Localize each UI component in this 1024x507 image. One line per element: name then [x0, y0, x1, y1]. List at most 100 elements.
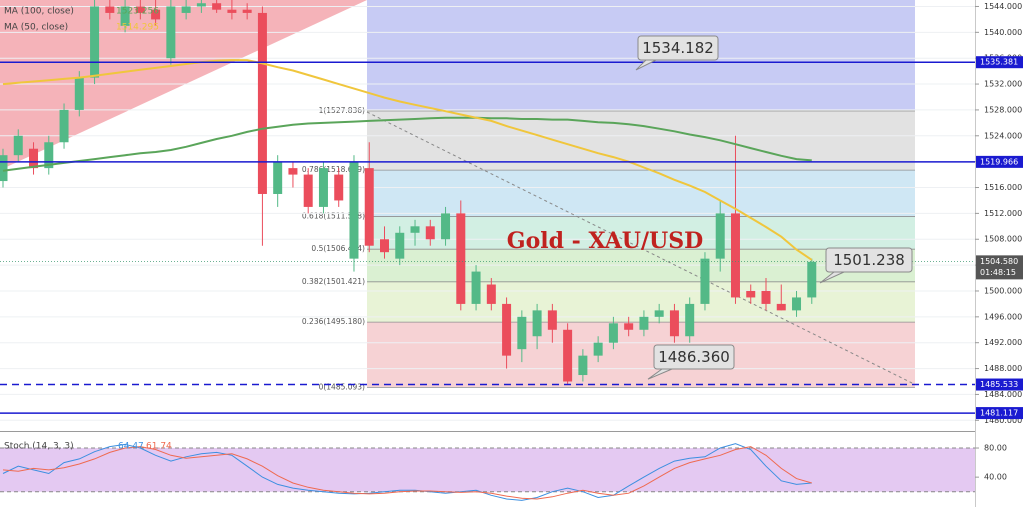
- fib-label: 0.786(1518.689): [302, 165, 365, 174]
- candle-body: [135, 6, 145, 13]
- candle-body: [44, 142, 54, 169]
- candle-body: [227, 9, 237, 13]
- candle-body: [13, 135, 23, 156]
- candle-body: [730, 213, 740, 298]
- y-tick-label: 1480.000: [984, 416, 1022, 425]
- callout-pointer: [635, 59, 657, 71]
- legend-name: MA (50, close): [4, 23, 68, 33]
- candle-body: [715, 213, 725, 259]
- fib-label: 0.618(1511.508): [302, 212, 365, 221]
- level-tag: [976, 155, 1023, 168]
- y-tick-label: 1484.000: [984, 390, 1022, 399]
- last-price-tag: [976, 255, 1023, 280]
- level-tag: [976, 56, 1023, 69]
- candle-body: [502, 303, 512, 356]
- candle-body: [90, 6, 100, 78]
- candle-body: [334, 174, 344, 201]
- y-tick-label: 1500.000: [984, 286, 1022, 295]
- callout-pointer: [647, 368, 673, 380]
- candle-body: [273, 161, 283, 194]
- fib-band: [367, 281, 915, 323]
- candle-body: [151, 9, 161, 20]
- candle-body: [349, 161, 359, 259]
- candle-body: [364, 168, 374, 246]
- y-tick-label: 1512.000: [984, 209, 1022, 218]
- candle-body: [792, 297, 802, 311]
- fib-label: 0.382(1501.421): [302, 277, 365, 286]
- candle-body: [532, 310, 542, 337]
- candle-body: [685, 303, 695, 337]
- y-tick-label: 40.00: [984, 473, 1007, 482]
- callout-box: [653, 344, 735, 370]
- y-tick-label: 1532.000: [984, 80, 1022, 89]
- candle-body: [74, 77, 84, 110]
- level-tag-label: 1535.381: [980, 58, 1018, 67]
- y-tick-label: 1508.000: [984, 235, 1022, 244]
- candle-body: [593, 342, 603, 356]
- level-tag: [976, 378, 1023, 391]
- candle-body: [59, 109, 69, 143]
- fib-label: 1(1527.836): [319, 106, 365, 115]
- candle-body: [776, 303, 786, 311]
- last-price-label: 1504.580: [980, 257, 1018, 266]
- y-tick-label: 1524.000: [984, 131, 1022, 140]
- y-tick-label: 80.00: [984, 444, 1007, 453]
- legend-value: 1514.295: [116, 23, 159, 33]
- legend: MA (100, close) 1523.256 MA (50, close) 151…: [4, 7, 172, 452]
- candle-body: [105, 6, 115, 13]
- candle-body: [410, 226, 420, 233]
- candle-body: [654, 310, 664, 317]
- axis-background: [975, 0, 1024, 507]
- candle-body: [181, 6, 191, 13]
- fib-band: [367, 322, 915, 388]
- candle-body: [380, 239, 389, 253]
- ma-layer: [2, 59, 813, 261]
- candle-body: [456, 213, 466, 304]
- candle-body: [212, 3, 222, 10]
- candle-body: [608, 323, 618, 343]
- ma-line: [2, 59, 813, 261]
- price-axis: 1480.000 1484.000 1488.000 1492.000 1496.000…: [975, 0, 1024, 507]
- callout-label: 1501.238: [833, 251, 905, 269]
- y-tick-label: 1488.000: [984, 364, 1022, 373]
- stoch-title: Stoch (14, 3, 3): [4, 442, 74, 452]
- fib-label: 0.236(1495.180): [302, 317, 365, 326]
- candle-body: [700, 258, 710, 304]
- candle-body: [242, 9, 252, 13]
- candle-body: [425, 226, 435, 240]
- level-tag-label: 1481.117: [980, 409, 1018, 418]
- candle-body: [624, 323, 634, 330]
- fib-band: [367, 170, 915, 217]
- fib-label: 0(1485.093): [319, 382, 365, 391]
- candle-body: [578, 355, 588, 376]
- legend-value: 1523.256: [116, 7, 159, 17]
- level-tag: [976, 407, 1023, 420]
- y-tick-label: 1516.000: [984, 183, 1022, 192]
- ma-line: [2, 116, 812, 172]
- candle-body: [196, 3, 206, 7]
- candle-body: [471, 271, 481, 304]
- stoch-legend-value: 61.74: [146, 442, 172, 452]
- fibonacci-layer: 1(1527.836) 0.786(1518.689) 0.618(1511.508…: [302, 0, 915, 391]
- chart-title: Gold - XAU/USD: [507, 228, 703, 254]
- candle-body: [517, 316, 527, 350]
- stoch-line: [2, 446, 812, 500]
- fib-band: [367, 110, 915, 171]
- candle-body: [120, 6, 130, 26]
- level-tag-label: 1485.533: [980, 380, 1018, 389]
- stoch-legend-value: 64.47: [118, 442, 144, 452]
- candle-body: [486, 284, 496, 304]
- callout-label: 1534.182: [642, 39, 714, 57]
- candle-body: [746, 290, 756, 298]
- level-layer: [0, 61, 975, 414]
- stoch-band: [0, 448, 975, 492]
- stoch-layer: [0, 431, 1024, 501]
- candle-body: [395, 232, 405, 259]
- candle-body: [166, 6, 176, 59]
- candle-body: [257, 12, 267, 194]
- annotation-layer: Gold - XAU/USD 1534.182 1501.238 1486.360: [507, 35, 913, 380]
- y-tick-label: 1544.000: [984, 2, 1022, 11]
- y-tick-label: 1492.000: [984, 338, 1022, 347]
